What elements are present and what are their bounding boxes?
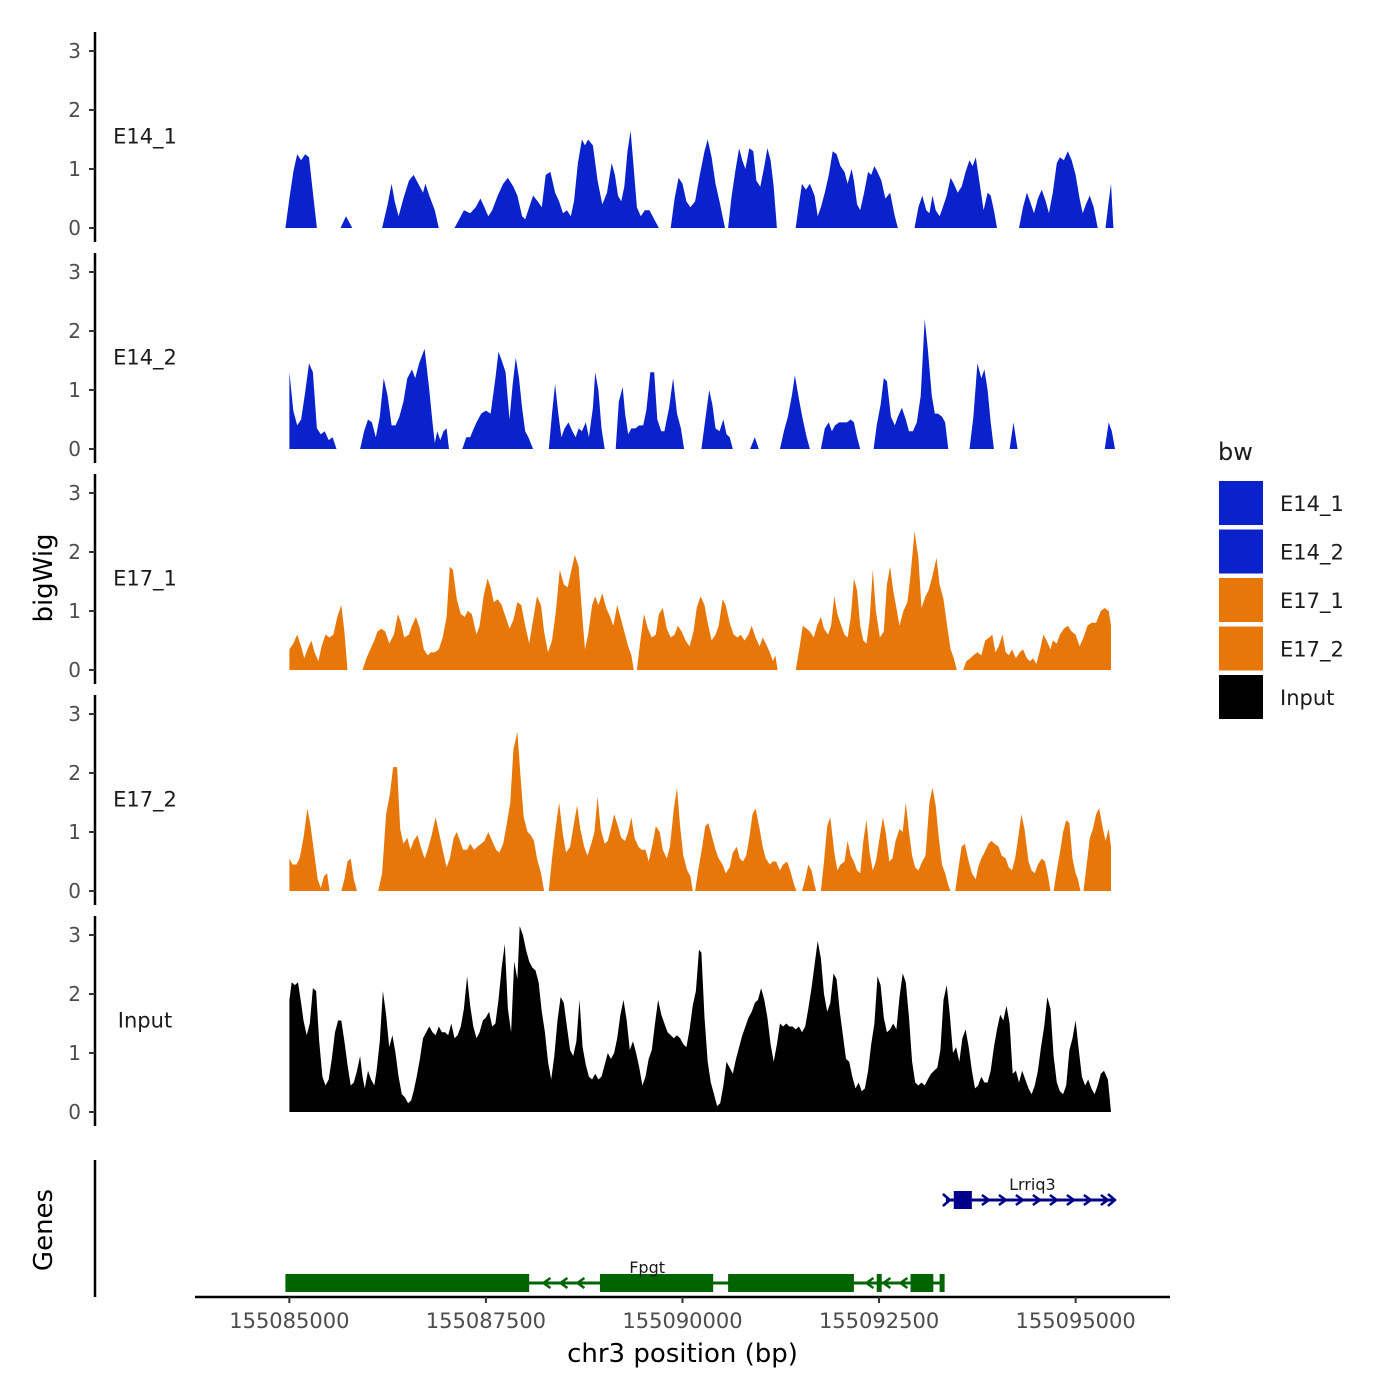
legend-key-e14-1 bbox=[1217, 479, 1265, 527]
y-tick-label: 0 bbox=[68, 437, 81, 461]
strand-arrow bbox=[981, 1193, 992, 1207]
strand-arrow bbox=[558, 1276, 569, 1290]
genes-axis-title: Genes bbox=[29, 1189, 59, 1271]
strand-arrow bbox=[898, 1276, 909, 1290]
y-tick-label: 3 bbox=[68, 39, 81, 63]
area-e14-1 bbox=[285, 130, 1114, 228]
track-e17-1: 0 1 2 3 E17_1 bbox=[68, 474, 1111, 684]
strand-arrow bbox=[1083, 1193, 1094, 1207]
strand-arrow bbox=[942, 1193, 952, 1207]
strand-arrow bbox=[1032, 1193, 1043, 1207]
strand-arrow bbox=[998, 1193, 1009, 1207]
legend-key-e17-2 bbox=[1217, 624, 1265, 673]
x-axis: 155085000 155087500 155090000 155092500 1550… bbox=[195, 1295, 1170, 1333]
legend: bw E14_1 E14_2 E17_1 E17_2 Input bbox=[1217, 438, 1344, 721]
gene-track: Fpgt Lrriq3 bbox=[93, 1160, 1117, 1297]
x-tick-label: 155090000 bbox=[622, 1309, 742, 1333]
exon bbox=[285, 1274, 530, 1292]
y-tick-label: 1 bbox=[68, 1041, 81, 1065]
area-e17-2 bbox=[289, 731, 1111, 891]
legend-label-e14-1: E14_1 bbox=[1280, 492, 1344, 517]
x-tick-label: 155095000 bbox=[1016, 1309, 1136, 1333]
track-label-e17-1: E17_1 bbox=[113, 567, 177, 592]
x-tick-label: 155085000 bbox=[229, 1309, 349, 1333]
y-tick-label: 0 bbox=[68, 879, 81, 903]
gene-label: Lrriq3 bbox=[1009, 1175, 1056, 1194]
area-input bbox=[289, 926, 1111, 1112]
track-e14-2: 0 1 2 3 E14_2 bbox=[68, 253, 1115, 463]
track-label-e17-2: E17_2 bbox=[113, 788, 177, 813]
strand-arrow bbox=[541, 1276, 552, 1290]
legend-label-e14-2: E14_2 bbox=[1280, 541, 1344, 566]
strand-arrow bbox=[1107, 1193, 1117, 1207]
exon bbox=[953, 1191, 972, 1209]
y-tick-label: 1 bbox=[68, 820, 81, 844]
strand-arrow bbox=[575, 1276, 586, 1290]
y-tick-label: 1 bbox=[68, 599, 81, 623]
y-tick-label: 2 bbox=[68, 982, 81, 1006]
track-e14-1: 0 1 2 3 E14_1 bbox=[68, 32, 1114, 242]
exon bbox=[939, 1274, 945, 1292]
exon bbox=[876, 1274, 882, 1292]
exon bbox=[910, 1274, 934, 1292]
x-tick-label: 155087500 bbox=[426, 1309, 546, 1333]
legend-label-e17-1: E17_1 bbox=[1280, 589, 1344, 614]
strand-arrow bbox=[881, 1276, 892, 1290]
y-tick-label: 1 bbox=[68, 378, 81, 402]
area-e14-2 bbox=[289, 319, 1115, 449]
y-tick-label: 2 bbox=[68, 540, 81, 564]
y-tick-label: 3 bbox=[68, 702, 81, 726]
legend-key-e17-1 bbox=[1217, 576, 1265, 624]
track-label-e14-1: E14_1 bbox=[113, 125, 177, 150]
track-input: 0 1 2 3 Input bbox=[68, 916, 1111, 1126]
y-tick-label: 3 bbox=[68, 481, 81, 505]
gene-lrriq3: Lrriq3 bbox=[942, 1175, 1117, 1209]
y-tick-label: 3 bbox=[68, 923, 81, 947]
x-tick-label: 155092500 bbox=[819, 1309, 939, 1333]
y-axis-title: bigWig bbox=[29, 533, 59, 622]
y-tick-label: 0 bbox=[68, 216, 81, 240]
signal-tracks: 0 1 2 3 E14_1 0 1 2 3 E14_2 0 1 2 3 E17_1 0 1 2 3 E17_2 0 1 2 3… bbox=[68, 32, 1115, 1126]
gene-label: Fpgt bbox=[629, 1258, 665, 1277]
track-label-e14-2: E14_2 bbox=[113, 346, 177, 371]
strand-arrow bbox=[1049, 1193, 1060, 1207]
legend-label-e17-2: E17_2 bbox=[1280, 638, 1344, 663]
strand-arrow bbox=[1015, 1193, 1026, 1207]
strand-arrow bbox=[1100, 1193, 1111, 1207]
legend-label-input: Input bbox=[1280, 686, 1334, 710]
legend-key-input bbox=[1217, 673, 1265, 721]
y-tick-label: 0 bbox=[68, 1100, 81, 1124]
y-tick-label: 2 bbox=[68, 761, 81, 785]
area-e17-1 bbox=[289, 531, 1111, 670]
track-e17-2: 0 1 2 3 E17_2 bbox=[68, 695, 1111, 905]
y-tick-label: 3 bbox=[68, 260, 81, 284]
track-label-input: Input bbox=[118, 1009, 172, 1033]
strand-arrow bbox=[864, 1276, 875, 1290]
gene-fpgt: Fpgt bbox=[285, 1258, 945, 1292]
legend-key-e14-2 bbox=[1217, 527, 1265, 576]
exon bbox=[599, 1274, 714, 1292]
x-axis-title: chr3 position (bp) bbox=[567, 1339, 798, 1369]
y-tick-label: 2 bbox=[68, 98, 81, 122]
legend-title: bw bbox=[1218, 438, 1253, 466]
y-tick-label: 0 bbox=[68, 658, 81, 682]
exon bbox=[728, 1274, 854, 1292]
y-tick-label: 2 bbox=[68, 319, 81, 343]
y-tick-label: 1 bbox=[68, 157, 81, 181]
strand-arrow bbox=[1066, 1193, 1077, 1207]
